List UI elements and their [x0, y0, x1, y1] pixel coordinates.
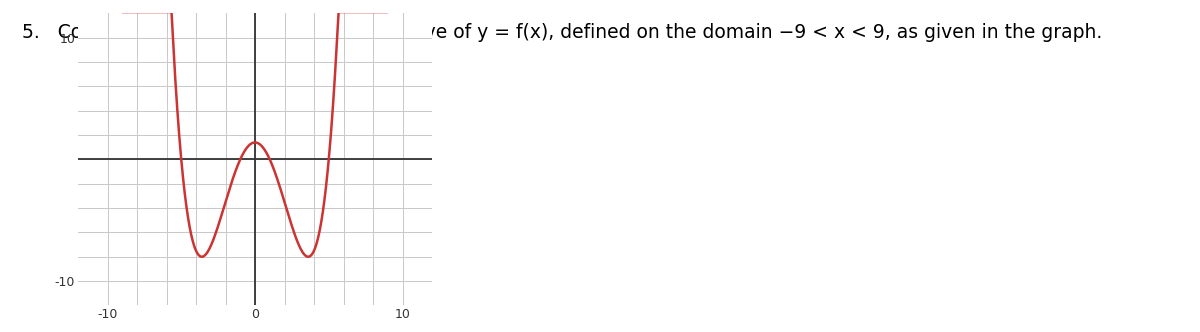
Text: 5.   Consider the graph of f′(x), the derivative of y = f(x), defined on the dom: 5. Consider the graph of f′(x), the deri…: [22, 23, 1102, 42]
